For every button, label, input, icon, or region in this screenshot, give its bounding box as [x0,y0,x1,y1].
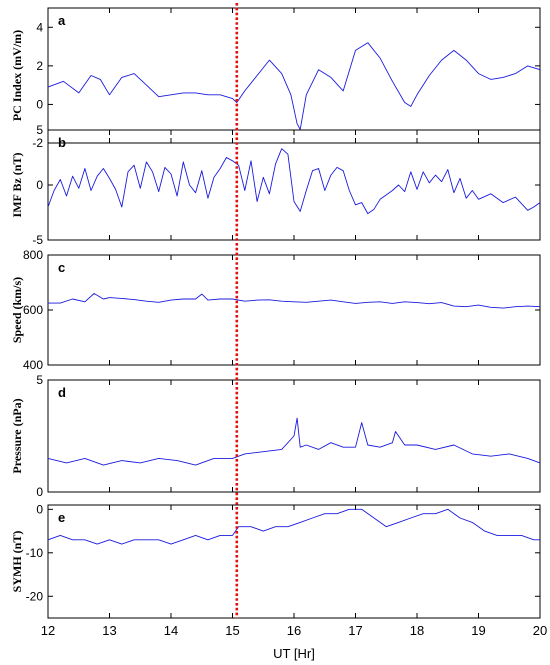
panel-a-ytick-label: -2 [32,136,43,150]
x-tick-label: 17 [348,623,362,638]
panel-c-letter: c [58,260,65,275]
panel-c-frame [47,254,541,366]
panel-a-frame [47,7,541,144]
panel-d-ytick-label: 5 [36,373,43,387]
panel-b-ytick-label: 0 [36,178,43,192]
panel-e: -20 -10 0 e SYMH (nT) [10,502,541,619]
panel-a-ytick-label: 4 [36,20,43,34]
panel-a-ytick-label: 2 [36,59,43,73]
panel-a: -2 0 2 4 a PC Index (mV/m) [10,7,541,150]
panel-e-ytick-label: -20 [26,589,44,603]
x-tick-label: 19 [471,623,485,638]
panel-c-series-line [48,293,541,309]
panel-b-letter: b [58,135,66,150]
panel-a-y-axis-label: PC Index (mV/m) [10,30,24,121]
panel-e-ytick-label: -10 [26,546,44,560]
panel-c: 400 600 800 c Speed (km/s) [10,248,541,372]
x-tick-label: 18 [410,623,424,638]
panel-a-ytick-label: 0 [36,97,43,111]
x-tick-label: 15 [225,623,239,638]
panel-b-frame [47,129,541,241]
panel-e-y-axis-label: SYMH (nT) [10,531,24,593]
x-tick-label: 13 [102,623,116,638]
x-axis-label: UT [Hr] [273,646,315,661]
panel-e-letter: e [58,510,65,525]
panel-b: -5 0 5 b IMF Bz (nT) [10,123,541,247]
panel-c-y-axis-label: Speed (km/s) [10,277,24,343]
panel-e-frame [47,504,541,619]
panel-c-ytick-label: 600 [23,303,43,317]
panel-b-y-axis-label: IMF Bz (nT) [10,153,24,218]
panel-d: 0 5 d Pressure (nPa) [10,373,541,499]
x-tick-label: 14 [164,623,178,638]
panel-b-series-line [47,148,541,215]
panel-c-ytick-label: 800 [23,248,43,262]
panel-b-ytick-label: 5 [36,123,43,137]
panel-b-ytick-label: -5 [32,233,43,247]
panel-a-letter: a [58,13,66,28]
panel-e-series-line [47,508,540,545]
panel-d-y-axis-label: Pressure (nPa) [10,398,24,473]
shared-x-axis: 12 13 14 15 16 17 18 19 20 [41,623,547,638]
panel-c-ytick-label: 400 [23,358,43,372]
panel-d-series-line [47,417,541,466]
panel-a-series-line [47,42,541,130]
panel-e-ytick-label: 0 [36,502,43,516]
panel-d-letter: d [58,385,66,400]
x-tick-label: 16 [287,623,301,638]
x-tick-label: 20 [533,623,547,638]
x-tick-label: 12 [41,623,55,638]
panel-d-ytick-label: 0 [36,485,43,499]
